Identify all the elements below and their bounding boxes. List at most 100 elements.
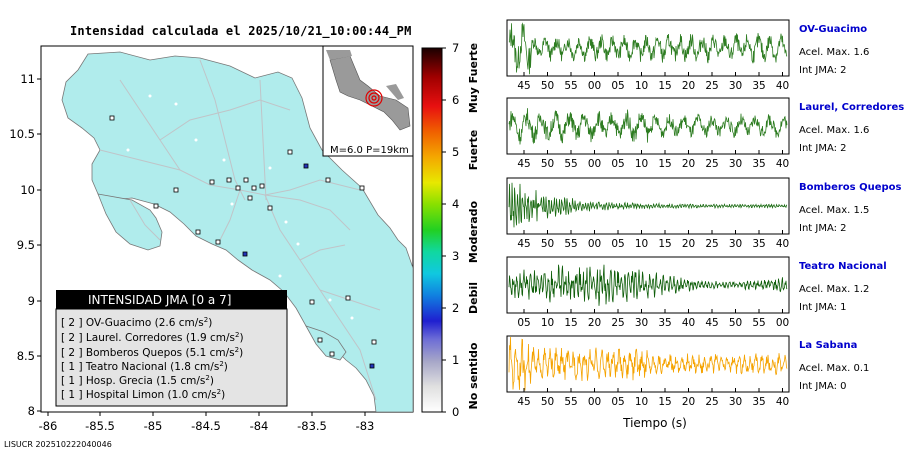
footer-code: LISUCR 202510222040046 [4,440,112,449]
time-tick-label: 50 [541,238,554,250]
time-tick-label: 45 [705,317,718,329]
time-tick-label: 05 [611,238,624,250]
x-tick-label: -83.5 [297,419,327,433]
time-tick-label: 40 [682,317,695,329]
time-tick-label: 05 [611,158,624,170]
waveform-trace [508,264,788,306]
colorbar-tick: 7 [452,41,459,55]
jma-intensity: Int JMA: 2 [799,143,847,154]
time-tick-label: 35 [752,158,765,170]
colorbar-label-debil: Debil [467,282,480,314]
time-tick-label: 10 [635,238,648,250]
time-tick-label: 25 [611,317,624,329]
time-tick-label: 05 [611,396,624,408]
x-tick-label: -84.5 [191,419,221,433]
y-tick-label: 8.5 [17,349,35,363]
time-tick-label: 35 [752,238,765,250]
y-tick-label: 10 [20,183,35,197]
time-tick-label: 55 [564,158,577,170]
time-tick-label: 55 [752,317,765,329]
seismogram-panels: 45 50 55 00 05 10 15 20 25 30 35 40 45 50 55 00 05 10 15 20… [506,19,790,408]
time-tick-label: 15 [658,238,671,250]
jma-intensity: Int JMA: 0 [799,381,847,392]
time-tick-label: 20 [588,317,601,329]
time-tick-label: 25 [705,158,718,170]
inset-map: M=6.0 P=19km [322,45,414,157]
time-tick-label: 25 [705,238,718,250]
x-tick-label: -84 [250,419,269,433]
intensity-legend: INTENSIDAD JMA [0 a 7] [ 2 ] OV-Guacimo … [55,290,288,407]
time-tick-label: 20 [682,80,695,92]
svg-text:[ 2 ] Laurel. Corredores (1.9: [ 2 ] Laurel. Corredores (1.9 cm/s2) [61,331,244,344]
time-tick-label: 00 [776,317,789,329]
y-tick-label: 11 [20,72,35,86]
nicoya-peninsula [97,193,163,251]
trace-panel [506,335,790,393]
colorbar-label-fuerte: Fuerte [467,130,480,170]
legend-header: INTENSIDAD JMA [0 a 7] [88,293,231,307]
time-tick-label: 35 [752,80,765,92]
page-title: Intensidad calculada el 2025/10/21_10:00… [70,24,412,38]
colorbar-label-muy-fuerte: Muy Fuerte [467,43,480,113]
time-tick-label: 00 [588,238,601,250]
colorbar-tick: 0 [452,405,459,419]
time-tick-label: 50 [541,80,554,92]
time-tick-label: 30 [729,158,742,170]
svg-text:[ 2 ] Bomberos Quepos (5.1 cm/: [ 2 ] Bomberos Quepos (5.1 cm/s2) [61,346,243,359]
time-tick-label: 10 [635,396,648,408]
epicenter-icon [365,89,383,107]
time-tick-label: 45 [517,158,530,170]
time-tick-label: 30 [729,238,742,250]
time-tick-label: 45 [517,80,530,92]
time-axis-label: Tiempo (s) [622,416,687,430]
accel-max: Acel. Max. 0.1 [799,363,870,374]
station-name: La Sabana [799,340,858,351]
colorbar-tick: 5 [452,145,459,159]
colorbar-tick: 2 [452,301,459,315]
time-tick-label: 40 [776,396,789,408]
time-tick-label: 05 [517,317,530,329]
time-tick-label: 30 [635,317,648,329]
station-markers [109,115,377,369]
time-tick-label: 10 [635,158,648,170]
time-tick-label: 20 [682,158,695,170]
station-name: OV-Guacimo [799,24,868,35]
jma-intensity: Int JMA: 2 [799,65,847,76]
waveform-trace [508,182,787,228]
time-tick-label: 15 [564,317,577,329]
time-tick-label: 45 [517,238,530,250]
waveform-trace [508,336,788,391]
waveform-trace [508,22,788,75]
x-tick-label: -86 [39,419,58,433]
colorbar-tick: 1 [452,353,459,367]
y-tick-label: 9.5 [17,238,35,252]
inset-magnitude-label: M=6.0 P=19km [330,145,409,156]
time-tick-label: 50 [729,317,742,329]
town-dots [126,94,354,320]
time-tick-label: 10 [635,80,648,92]
waveform-trace [508,108,788,145]
time-tick-label: 40 [776,158,789,170]
accel-max: Acel. Max. 1.6 [799,125,870,136]
jma-intensity: Int JMA: 1 [799,302,847,313]
time-tick-label: 50 [541,396,554,408]
colorbar-label-no-sentido: No sentido [467,342,480,409]
x-tick-label: -85.5 [85,419,115,433]
time-tick-label: 55 [564,80,577,92]
trace-panel [506,97,790,155]
time-tick-label: 50 [541,158,554,170]
time-tick-label: 40 [776,80,789,92]
time-tick-label: 15 [658,396,671,408]
intensity-colorbar: 7 6 5 4 3 2 1 0 Muy Fuerte Fuerte Modera… [421,41,480,419]
time-tick-label: 35 [752,396,765,408]
time-tick-label: 00 [588,158,601,170]
colorbar-tick: 4 [452,197,459,211]
time-tick-label: 55 [564,238,577,250]
svg-text:[ 1 ] Teatro Nacional (1.8 cm/: [ 1 ] Teatro Nacional (1.8 cm/s2) [61,360,228,373]
y-tick-label: 9 [28,294,35,308]
map-x-axis [47,412,366,416]
time-tick-label: 55 [564,396,577,408]
colorbar-tick: 3 [452,249,459,263]
colorbar-label-moderado: Moderado [467,201,480,264]
